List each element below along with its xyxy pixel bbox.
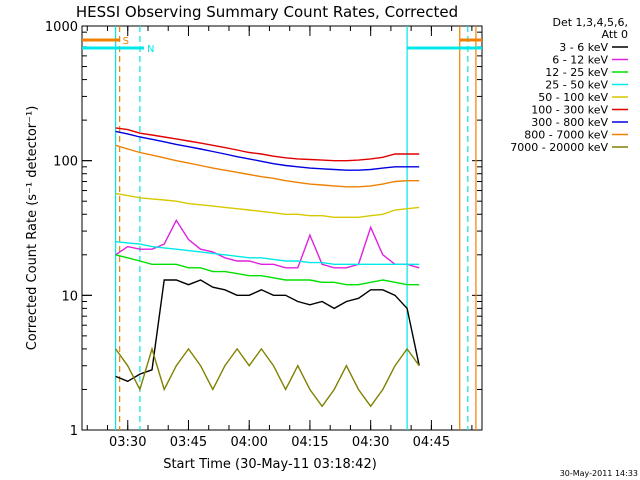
legend-label-0: 3 - 6 keV <box>559 41 608 54</box>
chart-title: HESSI Observing Summary Count Rates, Cor… <box>76 3 458 21</box>
legend-label-8: 7000 - 20000 keV <box>510 141 608 154</box>
legend-label-3: 25 - 50 keV <box>545 79 608 92</box>
series-line-5 <box>115 127 420 162</box>
y-tick-label: 1 <box>70 424 78 439</box>
series-line-2 <box>115 254 420 286</box>
plot-frame <box>81 25 483 431</box>
x-axis-label: Start Time (30-May-11 03:18:42) <box>163 457 377 472</box>
legend-label-1: 6 - 12 keV <box>552 54 608 67</box>
series-line-6 <box>115 130 420 171</box>
x-tick-label: 04:45 <box>413 435 450 450</box>
series-line-4 <box>115 192 420 219</box>
plot-layer: 1 10 100 1000 03:30 03:45 04:00 04:15 04:30 04:45… <box>45 20 483 450</box>
y-axis-label: Corrected Count Rate (s⁻¹ detector⁻¹) <box>25 106 40 351</box>
series-line-1 <box>115 218 420 269</box>
legend-label-2: 12 - 25 keV <box>545 66 608 79</box>
legend-header-line-1: Det 1,3,4,5,6, <box>552 16 628 29</box>
y-tick-label: 10 <box>61 289 78 304</box>
x-tick-label: 03:45 <box>170 435 207 450</box>
series-line-8 <box>115 346 420 408</box>
legend-header-line-2: Att 0 <box>602 28 628 41</box>
marker-label-n: N <box>147 44 154 55</box>
legend-label-7: 800 - 7000 keV <box>524 129 608 142</box>
timestamp: 30-May-2011 14:33 <box>560 469 638 478</box>
marker-label-s: S <box>123 36 129 47</box>
series-line-7 <box>115 144 420 188</box>
x-tick-label: 04:15 <box>291 435 328 450</box>
x-tick-label: 04:00 <box>230 435 267 450</box>
x-tick-label: 04:30 <box>352 435 389 450</box>
legend-label-6: 300 - 800 keV <box>531 116 608 129</box>
series-line-0 <box>115 279 420 383</box>
y-tick-label: 100 <box>53 155 78 170</box>
y-tick-label: 1000 <box>45 20 78 35</box>
x-tick-label: 03:30 <box>109 435 146 450</box>
series-line-3 <box>115 241 420 265</box>
legend-label-5: 100 - 300 keV <box>531 104 608 117</box>
legend-label-4: 50 - 100 keV <box>538 91 608 104</box>
